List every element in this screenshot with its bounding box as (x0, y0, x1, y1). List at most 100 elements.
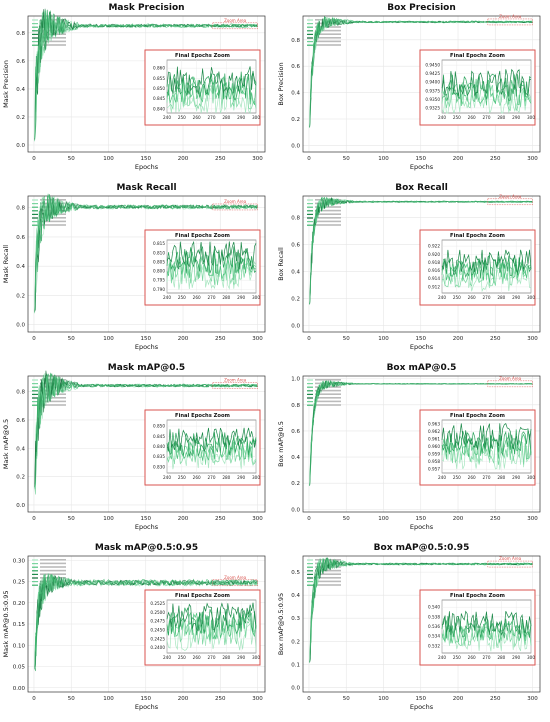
x-tick-label: 150 (416, 696, 427, 702)
y-tick-label: 0.2 (16, 293, 25, 299)
zoom-inset: Final Epochs Zoom 240 250 260 270 280 290 300 0.… (144, 409, 261, 486)
legend-entry-text (40, 562, 66, 565)
chart-title: Mask Precision (108, 3, 184, 13)
x-tick-label: 250 (215, 516, 226, 522)
zoom-x-tick-label: 270 (208, 115, 216, 120)
x-tick-label: 0 (32, 696, 36, 702)
y-tick-label: 0.6 (291, 64, 300, 70)
legend-entry-text (315, 44, 341, 46)
y-tick-label: 0.5 (291, 570, 300, 576)
zoom-series-line (441, 627, 532, 652)
x-tick-label: 250 (490, 336, 501, 342)
zoom-y-tick-label: 0.850 (153, 86, 165, 91)
legend-entry-text (315, 29, 341, 32)
zoom-y-tick-label: 0.916 (428, 268, 440, 273)
zoom-series-line (441, 619, 532, 644)
y-axis-label: Box Precision (277, 62, 285, 105)
chart-panel-mask-recall: Mask Recall 0 50 100 150 200 250 300 0.0 0.2 0.4 0.… (2, 183, 266, 351)
y-tick-label: 0.20 (13, 601, 26, 607)
zoom-area-label: Zoom Area (224, 199, 247, 204)
zoom-series-line (166, 427, 257, 453)
zoom-y-tick-label: 0.2450 (150, 628, 165, 633)
zoom-x-tick-label: 300 (252, 295, 260, 300)
zoom-series-line (441, 73, 532, 102)
zoom-series-line (441, 258, 532, 283)
legend-entry-text (40, 573, 66, 575)
x-tick-label: 100 (378, 516, 389, 522)
x-tick-label: 200 (178, 696, 189, 702)
y-tick-label: 0.8 (291, 216, 300, 222)
zoom-x-tick-label: 270 (208, 295, 216, 300)
zoom-inset: Final Epochs Zoom 240 250 260 270 280 290 300 0.… (144, 589, 261, 666)
x-axis-label: Epochs (410, 523, 434, 531)
x-tick-label: 300 (252, 516, 263, 522)
x-tick-label: 150 (416, 336, 427, 342)
zoom-y-tick-label: 0.538 (428, 614, 440, 619)
zoom-series-line (441, 249, 532, 275)
x-axis-label: Epochs (135, 703, 159, 711)
legend-entry-text (40, 397, 66, 399)
y-tick-label: 0.6 (16, 235, 25, 241)
x-tick-label: 0 (32, 516, 36, 522)
zoom-series-line (166, 251, 256, 281)
legend-entry-text (40, 569, 66, 572)
zoom-inset: Final Epochs Zoom 240 250 260 270 280 290 300 0.… (419, 589, 536, 666)
y-axis-label: Mask mAP@0.5 (2, 419, 10, 469)
zoom-x-tick-label: 300 (527, 655, 535, 660)
legend-entry-text (40, 37, 66, 39)
x-tick-label: 300 (252, 336, 263, 342)
y-tick-label: 0.10 (13, 643, 26, 649)
zoom-x-tick-label: 270 (208, 475, 216, 480)
zoom-y-tick-label: 0.835 (153, 454, 165, 459)
y-tick-label: 0.0 (291, 507, 300, 513)
x-tick-label: 50 (343, 336, 350, 342)
zoom-x-tick-label: 240 (163, 115, 171, 120)
zoom-y-tick-label: 0.912 (428, 284, 440, 289)
x-tick-label: 300 (527, 156, 538, 162)
zoom-inset-title: Final Epochs Zoom (450, 593, 505, 599)
zoom-area-marker (487, 380, 533, 388)
zoom-inset: Final Epochs Zoom 240 250 260 270 280 290 300 0.… (144, 229, 261, 306)
zoom-x-tick-label: 300 (252, 115, 260, 120)
y-tick-label: 0.0 (16, 503, 25, 509)
x-tick-label: 100 (103, 156, 114, 162)
zoom-series-line (166, 66, 257, 95)
zoom-series-line (166, 607, 257, 636)
x-tick-label: 200 (178, 156, 189, 162)
zoom-series-line (441, 423, 532, 450)
x-axis-label: Epochs (410, 343, 434, 351)
x-tick-label: 200 (453, 336, 464, 342)
zoom-area-label: Zoom Area (499, 14, 522, 19)
x-tick-label: 250 (490, 156, 501, 162)
zoom-x-tick-label: 280 (497, 475, 505, 480)
zoom-series-line (441, 438, 532, 465)
y-tick-label: 0.8 (291, 403, 300, 409)
y-axis-label: Mask Recall (2, 245, 10, 283)
x-tick-label: 0 (307, 516, 311, 522)
zoom-inset-title: Final Epochs Zoom (450, 53, 505, 59)
legend-entry-text (40, 566, 66, 568)
zoom-x-tick-label: 280 (222, 475, 230, 480)
legend-entry-text (40, 220, 66, 223)
zoom-y-tick-label: 0.2400 (150, 645, 165, 650)
zoom-y-tick-label: 0.922 (428, 244, 440, 249)
zoom-series-line (441, 433, 532, 460)
zoom-x-tick-label: 290 (512, 655, 520, 660)
zoom-inset: Final Epochs Zoom 240 250 260 270 280 290 300 0.… (419, 49, 536, 126)
zoom-inset-title: Final Epochs Zoom (175, 593, 230, 599)
y-tick-label: 0.0 (16, 143, 25, 149)
zoom-x-tick-label: 280 (497, 655, 505, 660)
plot-frame (302, 15, 541, 153)
zoom-y-tick-label: 0.845 (153, 96, 165, 101)
legend-entry-text (315, 404, 341, 406)
y-tick-label: 0.1 (291, 662, 300, 668)
zoom-y-tick-label: 0.920 (428, 252, 440, 257)
zoom-x-tick-label: 280 (222, 295, 230, 300)
y-tick-label: 0.2 (291, 481, 300, 487)
zoom-x-tick-label: 290 (237, 475, 245, 480)
x-tick-label: 50 (343, 696, 350, 702)
legend-entry-text (315, 393, 341, 395)
y-axis-label: Box mAP@0.5:0.95 (277, 593, 285, 655)
zoom-y-tick-label: 0.850 (153, 424, 165, 429)
